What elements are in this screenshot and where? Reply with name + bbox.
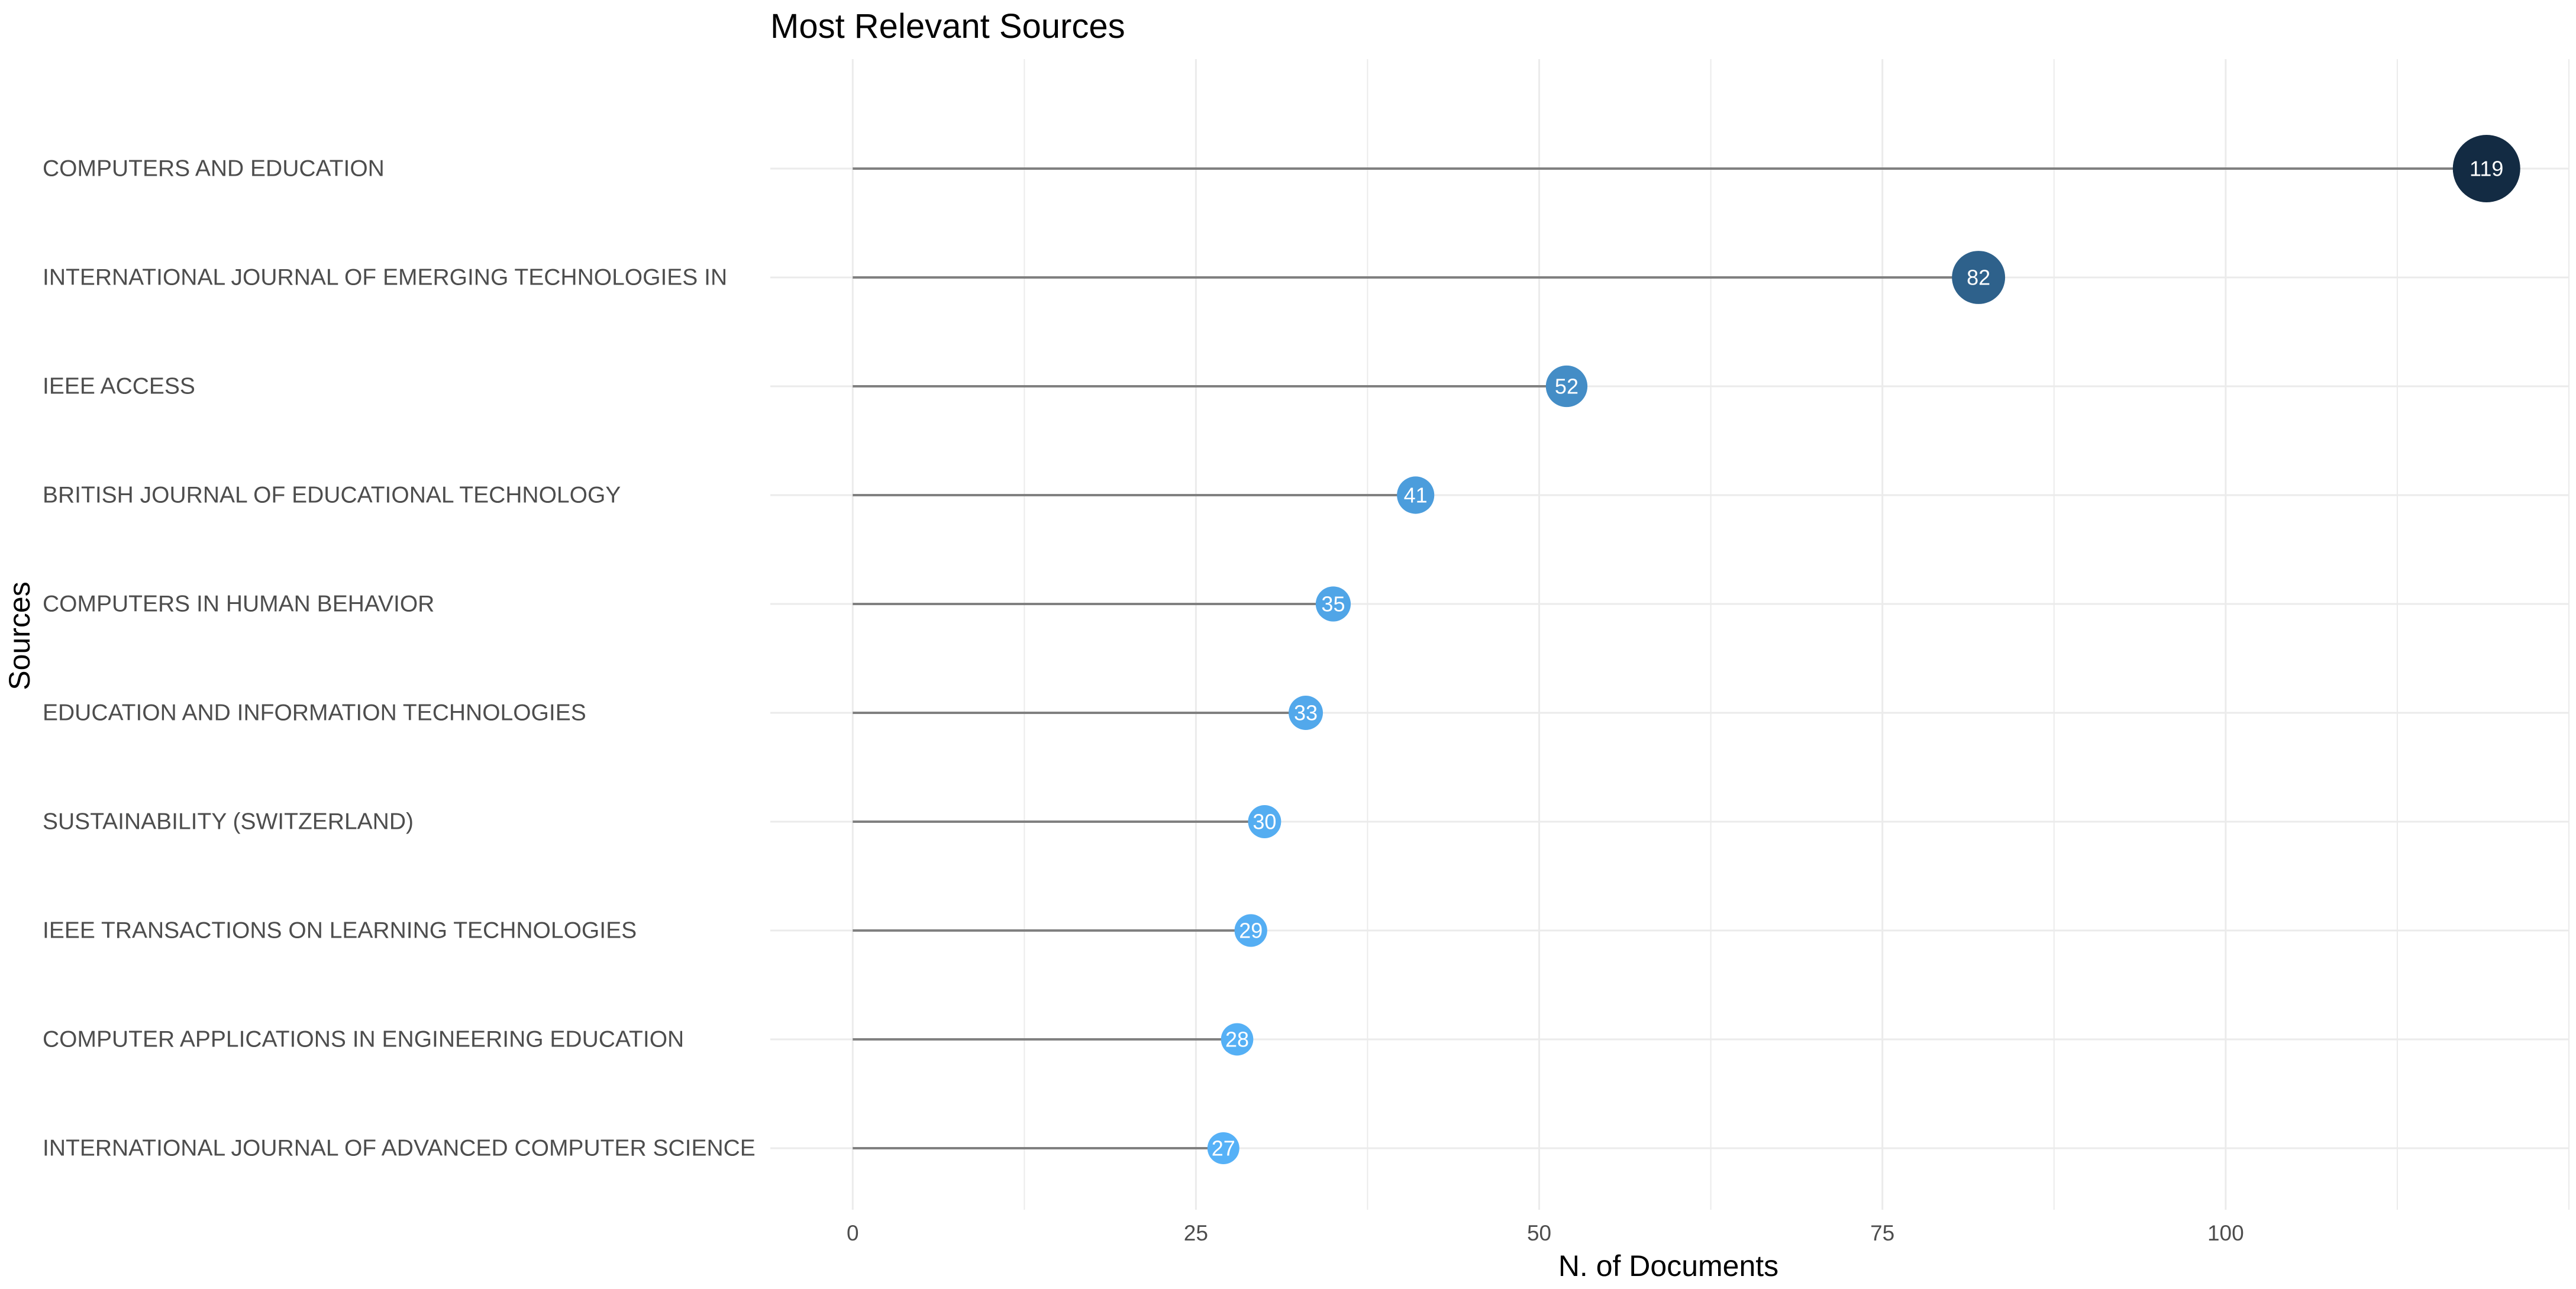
x-tick-label: 0	[847, 1221, 859, 1245]
grid-lines	[770, 59, 2569, 1210]
category-label: EDUCATION AND INFORMATION TECHNOLOGIES	[43, 700, 586, 726]
data-label: 29	[1239, 919, 1263, 943]
x-axis-title: N. of Documents	[1558, 1249, 1778, 1282]
data-label: 27	[1212, 1136, 1235, 1161]
data-marks: 119 82 52 41 35 33 30 29 28 27	[853, 135, 2520, 1164]
y-axis-category-labels: COMPUTERS AND EDUCATION INTERNATIONAL JOU…	[43, 156, 756, 1161]
y-axis-title: Sources	[3, 581, 36, 690]
x-tick-label: 75	[1870, 1221, 1894, 1245]
data-label: 82	[1967, 266, 1990, 290]
data-label: 30	[1253, 810, 1276, 834]
data-label: 33	[1294, 701, 1318, 725]
x-tick-label: 25	[1184, 1221, 1208, 1245]
data-label: 52	[1555, 374, 1578, 399]
data-point	[1234, 914, 1267, 947]
data-point	[1248, 805, 1281, 838]
data-label: 119	[2470, 157, 2503, 181]
category-label: IEEE ACCESS	[43, 374, 195, 399]
data-label: 41	[1404, 483, 1428, 508]
data-label: 35	[1321, 592, 1345, 616]
category-label: BRITISH JOURNAL OF EDUCATIONAL TECHNOLOG…	[43, 483, 621, 508]
x-tick-label: 50	[1527, 1221, 1551, 1245]
data-point	[1545, 365, 1588, 408]
data-label: 28	[1225, 1028, 1249, 1052]
data-point	[1952, 251, 2006, 304]
data-point	[1397, 476, 1435, 514]
category-label: IEEE TRANSACTIONS ON LEARNING TECHNOLOGI…	[43, 918, 637, 944]
data-point	[1221, 1023, 1254, 1056]
x-axis-tick-labels: 0 25 50 75 100	[847, 1221, 2244, 1245]
category-label: COMPUTER APPLICATIONS IN ENGINEERING EDU…	[43, 1027, 684, 1052]
data-point	[1315, 586, 1351, 622]
data-point	[2452, 135, 2520, 202]
chart-title: Most Relevant Sources	[770, 7, 1125, 46]
x-tick-label: 100	[2207, 1221, 2244, 1245]
category-label: SUSTAINABILITY (SWITZERLAND)	[43, 809, 414, 835]
category-label: INTERNATIONAL JOURNAL OF ADVANCED COMPUT…	[43, 1136, 756, 1161]
category-label: COMPUTERS IN HUMAN BEHAVIOR	[43, 592, 434, 617]
data-point	[1207, 1132, 1239, 1164]
category-label: INTERNATIONAL JOURNAL OF EMERGING TECHNO…	[43, 265, 727, 290]
data-point	[1289, 696, 1323, 730]
category-label: COMPUTERS AND EDUCATION	[43, 156, 385, 182]
